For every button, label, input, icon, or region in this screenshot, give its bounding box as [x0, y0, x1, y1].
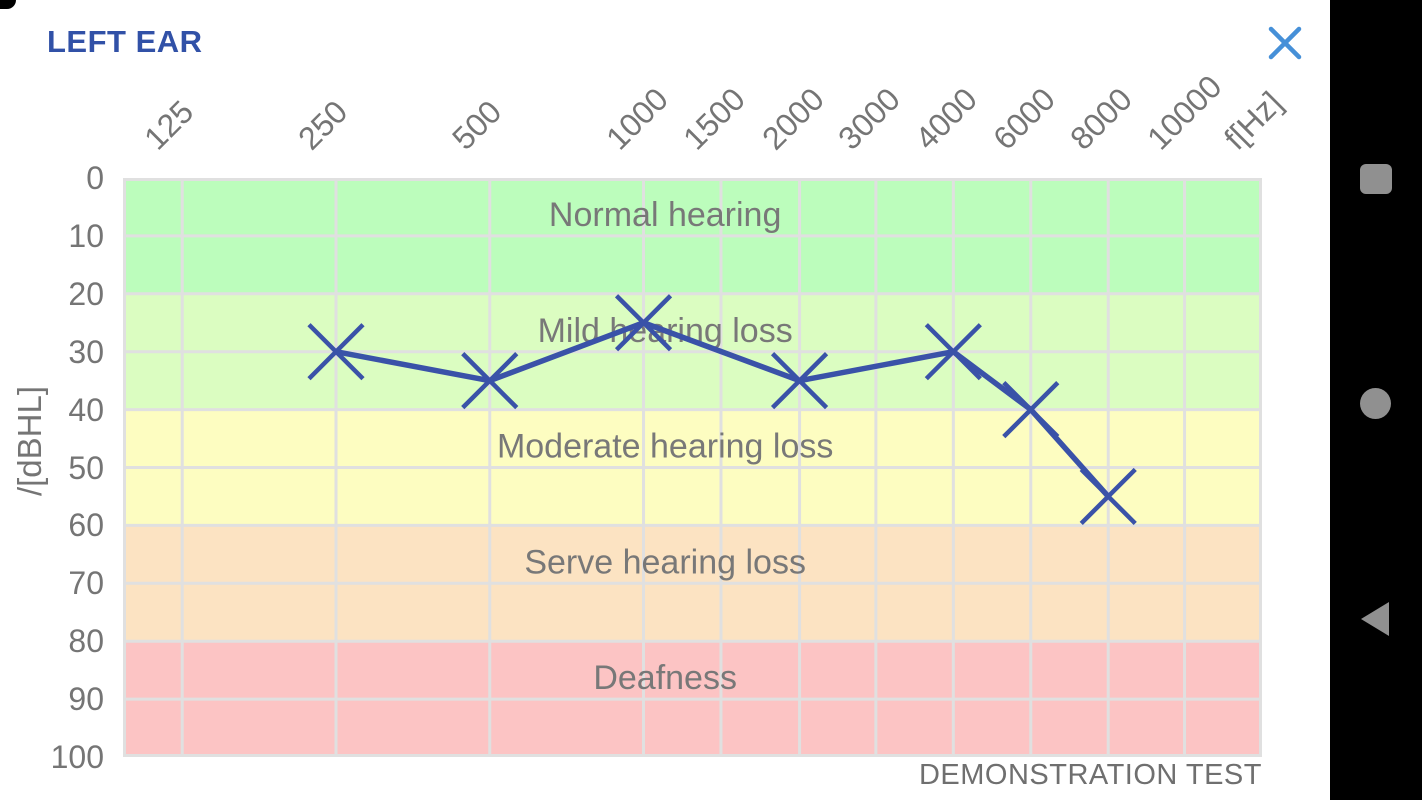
y-tick-label-40: 40 [68, 391, 104, 428]
band-label-normal-hearing: Normal hearing [549, 196, 781, 234]
y-tick-label-10: 10 [68, 217, 104, 254]
recents-square-icon [1360, 164, 1392, 194]
x-tick-label-500: 500 [444, 93, 509, 157]
y-tick-label-60: 60 [68, 507, 104, 544]
page-title: LEFT EAR [47, 24, 203, 59]
x-tick-label-6000: 6000 [985, 80, 1062, 157]
marker-x-500 [461, 352, 519, 410]
y-tick-label-100: 100 [50, 739, 104, 775]
close-icon [1263, 26, 1307, 69]
plot-border [123, 178, 1262, 757]
home-button[interactable] [1330, 374, 1422, 434]
marker-x-6000 [1002, 381, 1060, 439]
band-label-deafness: Deafness [593, 659, 737, 697]
x-tick-label-1500: 1500 [676, 80, 752, 157]
android-nav-bar [1330, 0, 1422, 800]
x-tick-label-1000: 1000 [598, 80, 675, 157]
band-label-moderate-hearing-loss: Moderate hearing loss [497, 428, 833, 466]
marker-x-250 [307, 323, 365, 381]
back-triangle-icon [1361, 602, 1389, 636]
back-button[interactable] [1330, 588, 1422, 648]
y-axis-title: /[dBHL] [11, 385, 48, 497]
y-tick-label-30: 30 [68, 333, 104, 370]
x-tick-label-10000: 10000 [1139, 68, 1229, 157]
x-tick-label-250: 250 [291, 93, 355, 157]
marker-x-2000 [770, 352, 829, 410]
x-tick-label-2000: 2000 [754, 80, 831, 157]
recents-button[interactable] [1330, 150, 1422, 210]
y-tick-label-50: 50 [68, 449, 104, 486]
x-tick-label-8000: 8000 [1063, 80, 1140, 157]
marker-x-1000 [614, 294, 673, 352]
close-button[interactable] [1263, 21, 1307, 65]
y-tick-label-80: 80 [68, 623, 104, 660]
y-tick-label-20: 20 [68, 275, 104, 312]
screen-notch [0, 0, 16, 9]
audiogram-chart[interactable]: Normal hearing Mild hearing loss Moderate … [123, 178, 1262, 757]
band-label-serve-hearing-loss: Serve hearing loss [524, 543, 806, 581]
marker-x-4000 [924, 323, 982, 381]
home-circle-icon [1360, 388, 1391, 419]
y-tick-label-0: 0 [86, 160, 104, 196]
y-tick-label-70: 70 [68, 565, 104, 602]
x-tick-label-3000: 3000 [831, 80, 907, 157]
marker-x-8000 [1079, 467, 1137, 526]
x-tick-label-4000: 4000 [908, 80, 985, 157]
x-tick-label-125: 125 [137, 93, 201, 157]
demo-watermark: DEMONSTRATION TEST [918, 759, 1262, 791]
y-tick-label-90: 90 [68, 681, 104, 718]
